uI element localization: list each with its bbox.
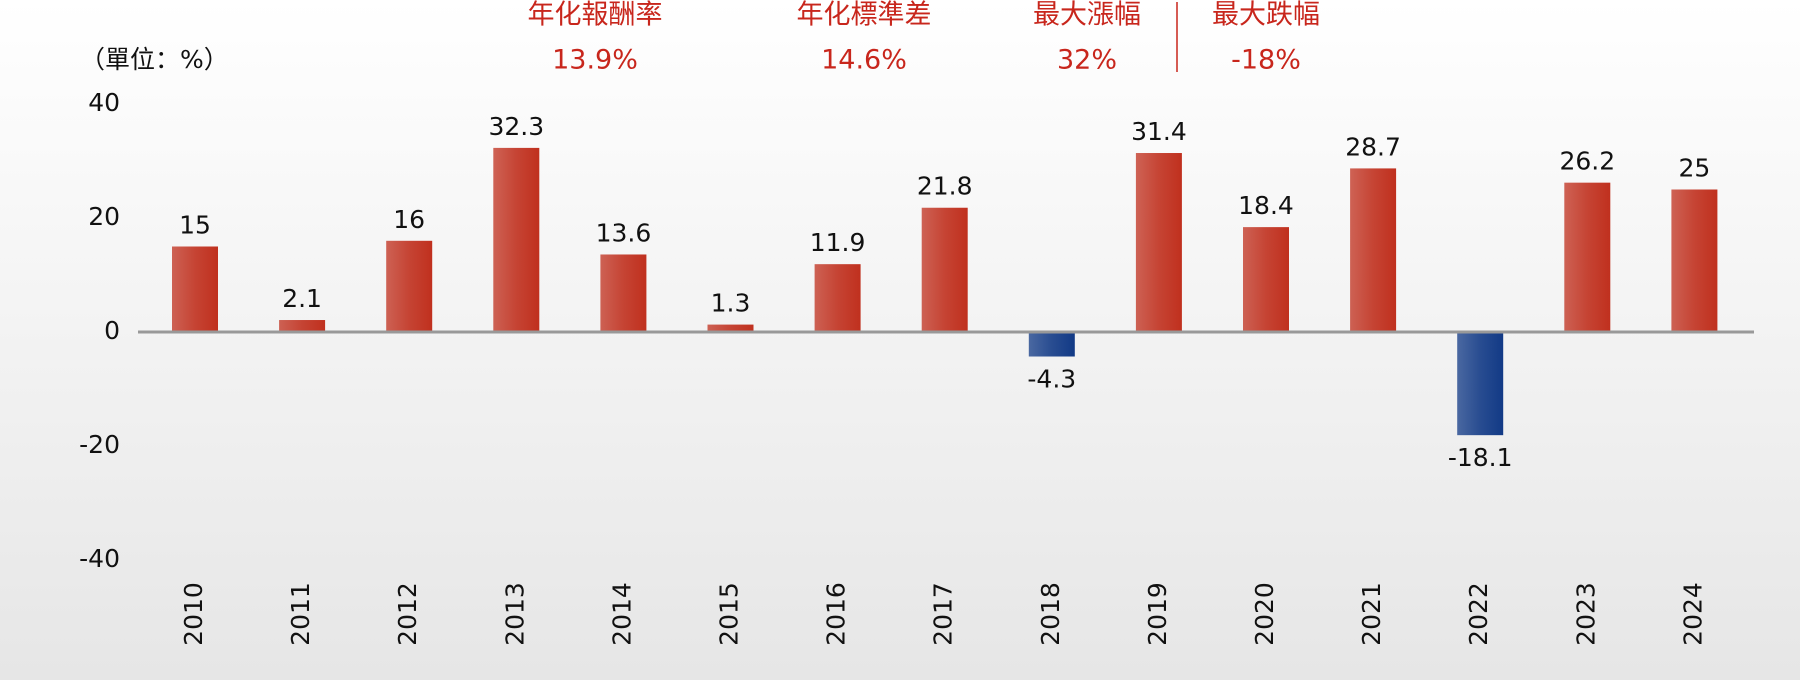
value-label: -4.3 (1027, 365, 1076, 394)
bar (1243, 227, 1289, 332)
x-tick-label: 2010 (179, 582, 208, 646)
y-tick-label: -20 (79, 430, 120, 459)
bar (493, 147, 540, 332)
bar (172, 246, 218, 332)
stat-value: -18% (1231, 45, 1301, 76)
x-tick-label: 2016 (822, 582, 851, 646)
y-tick-label: 0 (104, 316, 120, 345)
value-label: -18.1 (1448, 443, 1513, 472)
bar (600, 254, 647, 332)
bar (707, 324, 754, 332)
value-label: 15 (179, 211, 211, 240)
value-label: 25 (1678, 154, 1710, 183)
bar (1564, 182, 1611, 332)
value-label: 31.4 (1131, 117, 1187, 146)
x-tick-label: 2014 (607, 582, 636, 646)
bar (1028, 332, 1075, 357)
x-tick-label: 2024 (1678, 582, 1707, 646)
x-tick-label: 2013 (500, 582, 529, 646)
y-tick-label: 20 (88, 202, 120, 231)
x-tick-label: 2017 (929, 582, 958, 646)
x-tick-label: 2015 (715, 582, 744, 646)
stat-label: 最大漲幅 (1033, 0, 1141, 31)
bar (921, 207, 968, 332)
y-tick-label: -40 (79, 544, 120, 573)
x-tick-label: 2023 (1571, 582, 1600, 646)
bar (1457, 332, 1504, 436)
stat-value: 14.6% (821, 45, 907, 76)
x-tick-label: 2021 (1357, 582, 1386, 646)
value-label: 18.4 (1238, 191, 1294, 220)
value-label: 13.6 (596, 218, 652, 247)
stat-label: 最大跌幅 (1212, 0, 1320, 31)
y-tick-label: 40 (88, 88, 120, 117)
bar (814, 264, 861, 332)
bar (1671, 189, 1718, 332)
stat-label: 年化標準差 (797, 0, 932, 31)
bar (1135, 153, 1182, 332)
stat-value: 13.9% (552, 45, 638, 76)
bar (279, 320, 326, 332)
value-label: 32.3 (488, 112, 544, 141)
value-label: 11.9 (810, 228, 866, 257)
value-label: 1.3 (711, 289, 751, 318)
value-label: 2.1 (282, 284, 322, 313)
x-tick-label: 2012 (393, 582, 422, 646)
value-label: 21.8 (917, 172, 973, 201)
x-tick-label: 2022 (1464, 582, 1493, 646)
x-tick-label: 2011 (286, 582, 315, 646)
x-tick-label: 2019 (1143, 582, 1172, 646)
bar (1350, 168, 1397, 332)
value-label: 28.7 (1345, 132, 1401, 161)
stat-label: 年化報酬率 (528, 0, 663, 31)
x-tick-label: 2020 (1250, 582, 1279, 646)
bar (386, 240, 433, 332)
x-tick-label: 2018 (1036, 582, 1065, 646)
stat-value: 32% (1057, 45, 1117, 76)
unit-label: （單位：%） (80, 45, 229, 74)
value-label: 16 (393, 205, 425, 234)
value-label: 26.2 (1559, 147, 1615, 176)
